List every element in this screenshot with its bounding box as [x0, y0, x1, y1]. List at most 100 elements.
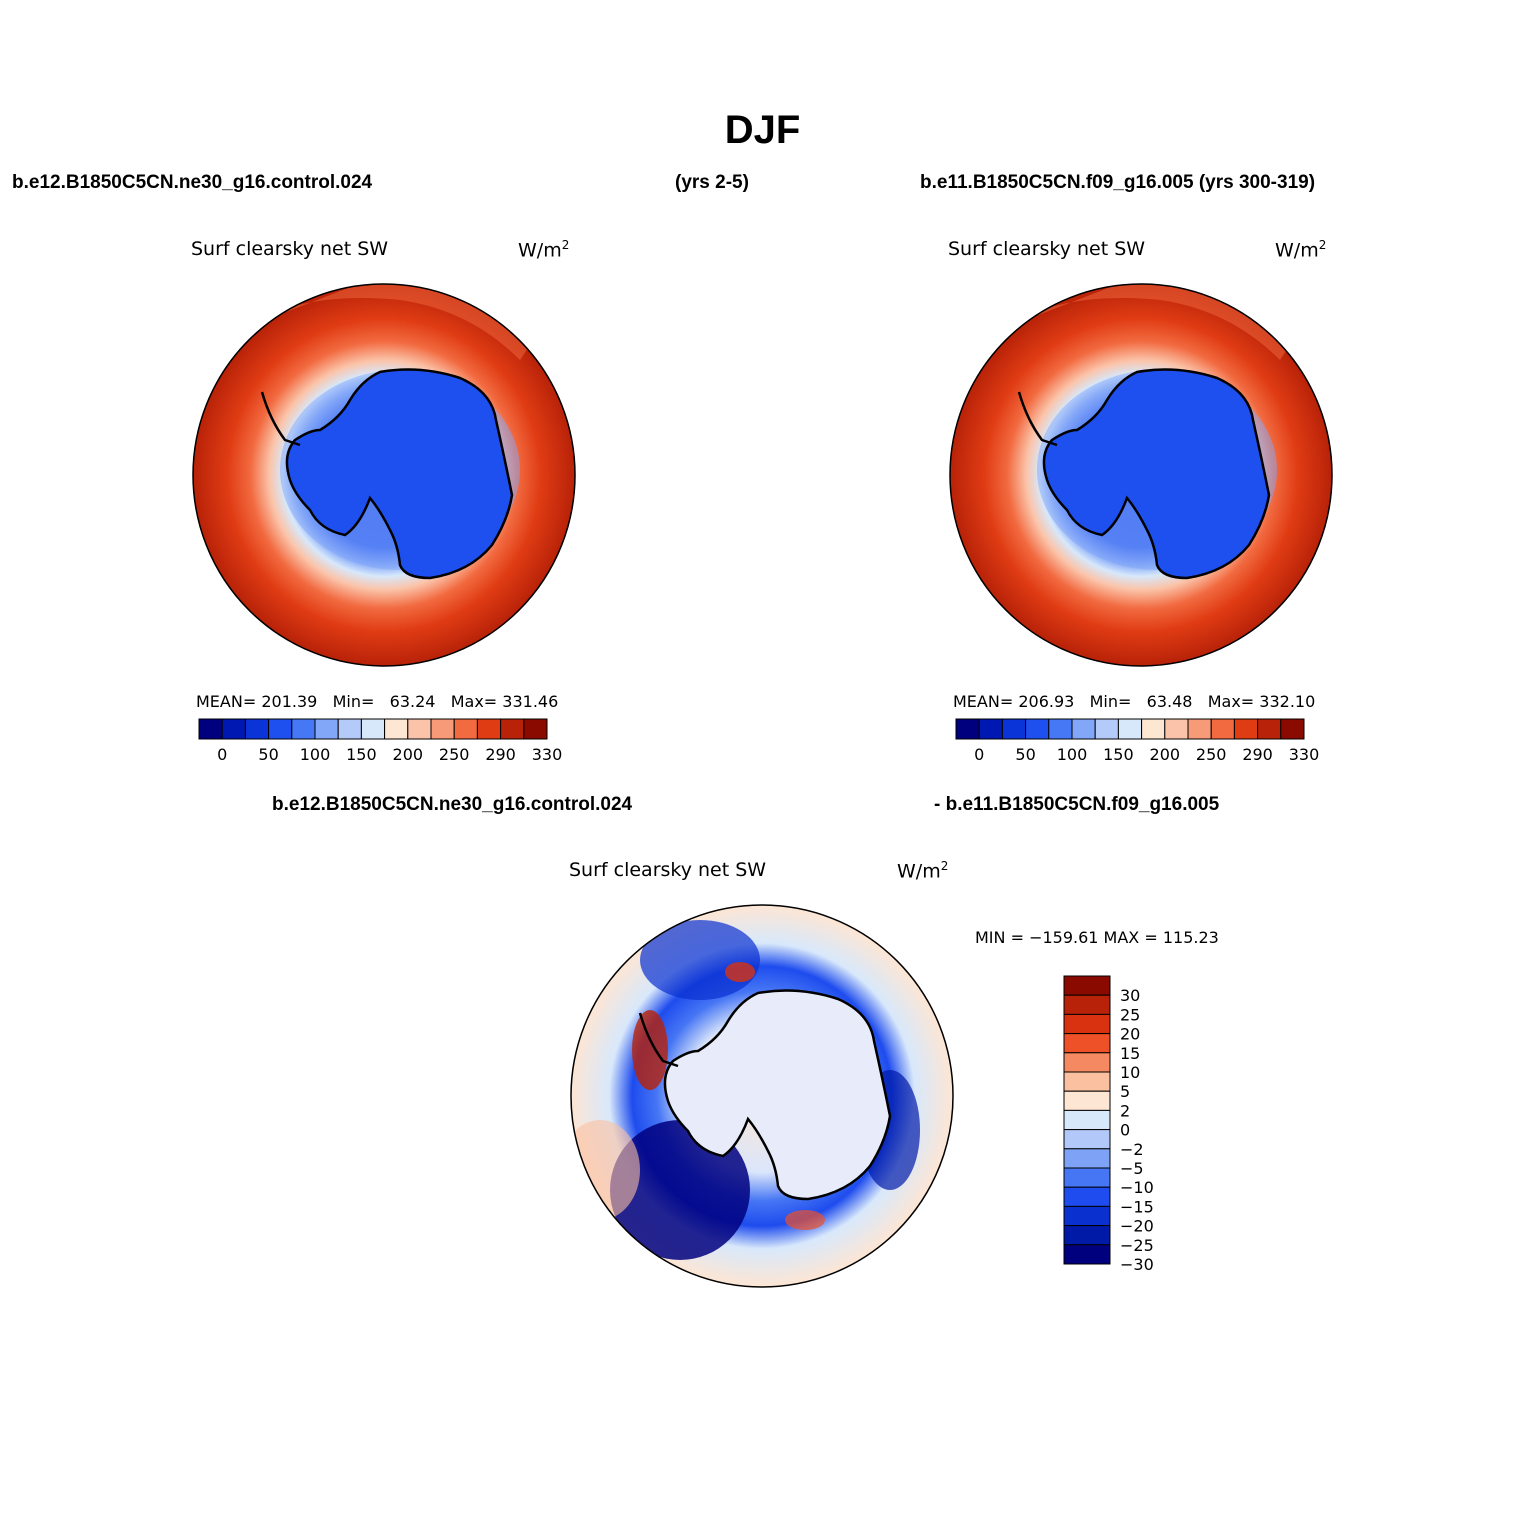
colorbar-tick-label: 200 [393, 745, 424, 764]
colorbar-tick-label: 100 [300, 745, 331, 764]
panel2-units: W/m2 [1275, 238, 1327, 262]
colorbar-box [291, 718, 316, 740]
panel2-colorbar: 0 50 100 150 200 250 290 330 [955, 718, 1320, 764]
colorbar-box [337, 718, 362, 740]
diff-left-label: b.e12.B1850C5CN.ne30_g16.control.024 [272, 794, 633, 815]
colorbar-box [1071, 718, 1096, 740]
run1-years-label: (yrs 2-5) [675, 172, 749, 193]
colorbar-tick-label: 0 [217, 745, 227, 764]
colorbar-tick-label: 330 [532, 745, 563, 764]
run2-label: b.e11.B1850C5CN.f09_g16.005 (yrs 300-319… [920, 172, 1316, 193]
colorbar-box [407, 718, 432, 740]
colorbar-tick-label: −15 [1120, 1197, 1154, 1216]
colorbar-box [1063, 1071, 1111, 1092]
colorbar-tick-label: 100 [1057, 745, 1088, 764]
colorbar-box [1063, 975, 1111, 996]
main-title: DJF [724, 108, 801, 152]
colorbar-tick-label: 50 [1015, 745, 1035, 764]
colorbar-tick-label: 2 [1120, 1101, 1130, 1120]
colorbar-box [430, 718, 455, 740]
colorbar-box [1001, 718, 1027, 740]
colorbar-tick-label: −25 [1120, 1236, 1154, 1255]
colorbar-tick-label: 25 [1120, 1005, 1140, 1024]
colorbar-box [1063, 1013, 1111, 1035]
colorbar-box [1257, 718, 1282, 740]
colorbar-box [1063, 1129, 1111, 1150]
colorbar-box [1063, 1225, 1111, 1246]
colorbar-box [1164, 718, 1189, 740]
colorbar-box [1187, 718, 1212, 740]
colorbar-box [1280, 718, 1305, 740]
colorbar-box [955, 718, 980, 740]
colorbar-box [244, 718, 270, 740]
run1-label: b.e12.B1850C5CN.ne30_g16.control.024 [12, 172, 373, 193]
colorbar-tick-label: −10 [1120, 1178, 1154, 1197]
colorbar-box [314, 718, 339, 740]
antarctica-coastline-icon [663, 989, 892, 1201]
panel1-map [192, 283, 576, 667]
colorbar-tick-label: 250 [1196, 745, 1227, 764]
colorbar-box [1048, 718, 1073, 740]
colorbar-box [1233, 718, 1259, 740]
colorbar-tick-label: 0 [1120, 1121, 1130, 1140]
colorbar-box [198, 718, 223, 740]
colorbar-tick-label: −5 [1120, 1159, 1144, 1178]
colorbar-box [1141, 718, 1166, 740]
panel2-map [949, 283, 1333, 667]
colorbar-box [1063, 1186, 1111, 1207]
panel1-units: W/m2 [518, 238, 570, 262]
colorbar-box [1063, 1205, 1111, 1227]
colorbar-box [1094, 718, 1119, 740]
diff-right-label: - b.e11.B1850C5CN.f09_g16.005 [934, 794, 1220, 815]
colorbar-tick-label: 290 [485, 745, 516, 764]
panel2-stats: MEAN= 206.93 Min= 63.48 Max= 332.10 [953, 692, 1316, 711]
colorbar-tick-label: 250 [439, 745, 470, 764]
colorbar-box [1063, 1167, 1111, 1188]
diff-variable: Surf clearsky net SW [569, 859, 767, 881]
colorbar-box [500, 718, 525, 740]
colorbar-box [1063, 1052, 1111, 1073]
antarctica-coastline-icon [285, 368, 514, 580]
colorbar-box [360, 718, 386, 740]
colorbar-tick-label: 50 [258, 745, 278, 764]
colorbar-box [1025, 718, 1050, 740]
colorbar-box [268, 718, 293, 740]
colorbar-box [221, 718, 246, 740]
diff-units: W/m2 [897, 859, 949, 883]
colorbar-box [1063, 1033, 1111, 1054]
colorbar-tick-label: 15 [1120, 1044, 1140, 1063]
colorbar-box [1063, 994, 1111, 1015]
panel1-stats: MEAN= 201.39 Min= 63.24 Max= 331.46 [196, 692, 559, 711]
colorbar-box [1117, 718, 1143, 740]
colorbar-box [978, 718, 1003, 740]
diff-map [570, 904, 954, 1288]
antarctica-coastline-icon [1042, 368, 1271, 580]
colorbar-tick-label: −20 [1120, 1217, 1154, 1236]
colorbar-tick-label: 20 [1120, 1025, 1140, 1044]
colorbar-box [523, 718, 548, 740]
colorbar-box [476, 718, 502, 740]
colorbar-tick-label: 30 [1120, 986, 1140, 1005]
diff-minmax: MIN = −159.61 MAX = 115.23 [975, 928, 1219, 947]
colorbar-tick-label: 0 [974, 745, 984, 764]
colorbar-box [384, 718, 409, 740]
colorbar-tick-label: 150 [1103, 745, 1134, 764]
colorbar-box [453, 718, 478, 740]
panel1-colorbar: 0 50 100 150 200 250 290 330 [198, 718, 563, 764]
colorbar-box [1063, 1148, 1111, 1169]
panel2-variable: Surf clearsky net SW [948, 238, 1146, 260]
colorbar-tick-label: 150 [346, 745, 377, 764]
panel1-variable: Surf clearsky net SW [191, 238, 389, 260]
colorbar-tick-label: −30 [1120, 1255, 1154, 1274]
colorbar-tick-label: 330 [1289, 745, 1320, 764]
colorbar-tick-label: 200 [1150, 745, 1181, 764]
colorbar-tick-label: 5 [1120, 1082, 1130, 1101]
colorbar-box [1063, 1109, 1111, 1131]
colorbar-box [1210, 718, 1235, 740]
colorbar-box [1063, 1244, 1111, 1265]
colorbar-tick-label: 10 [1120, 1063, 1140, 1082]
colorbar-tick-label: 290 [1242, 745, 1273, 764]
colorbar-tick-label: −2 [1120, 1140, 1144, 1159]
